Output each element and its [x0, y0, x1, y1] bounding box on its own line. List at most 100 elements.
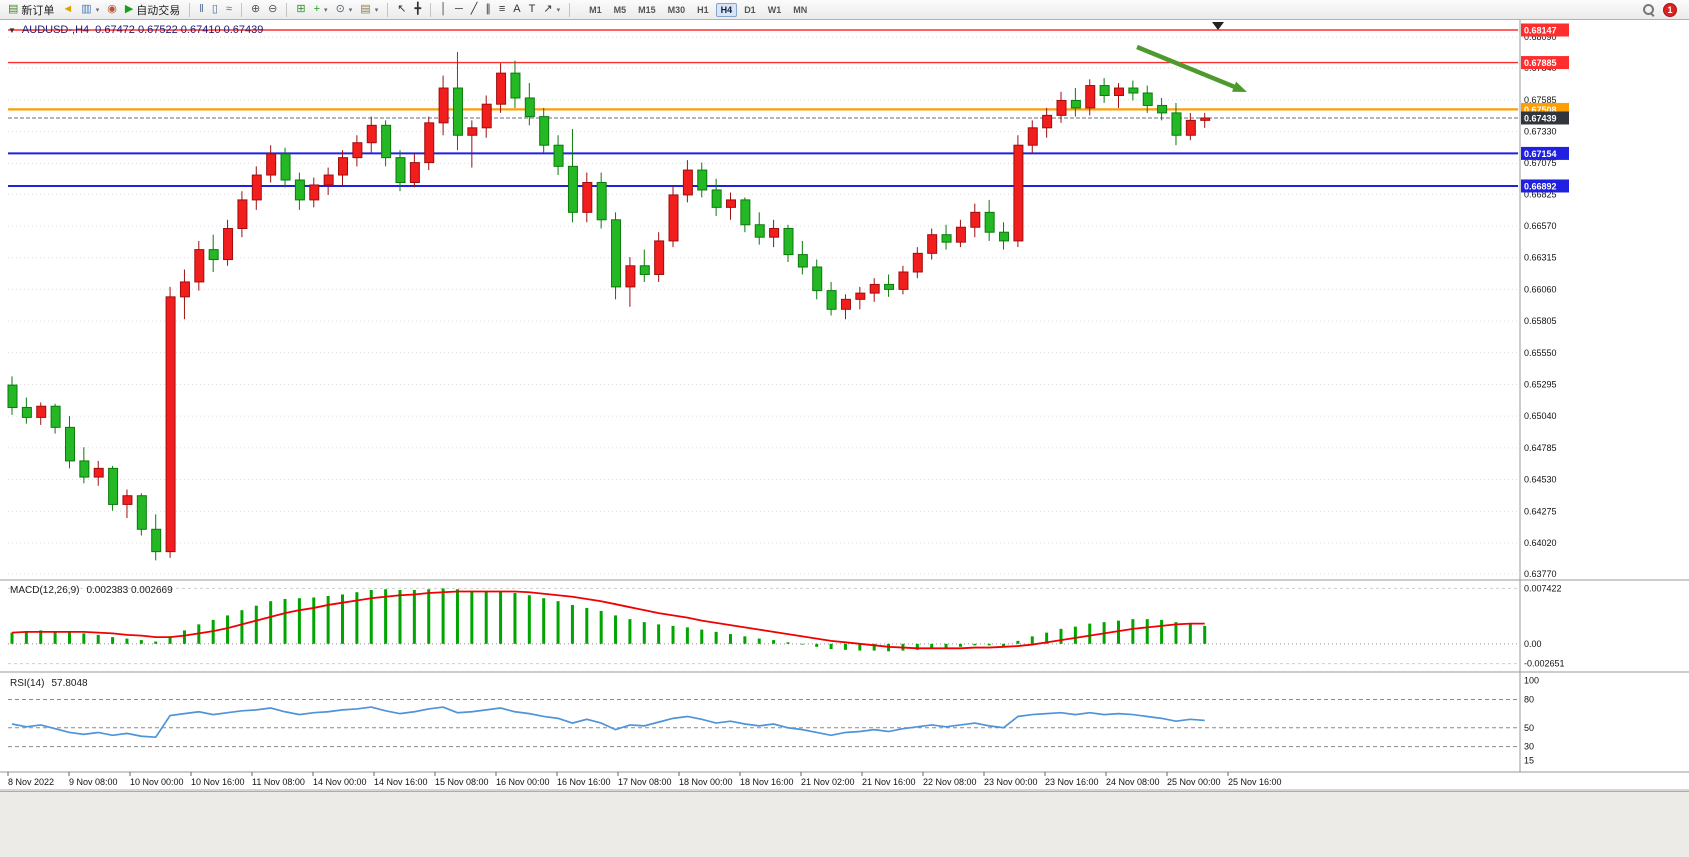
zoom-in-button[interactable]: ⊕ [247, 1, 264, 18]
candle-body [36, 405, 47, 418]
crosshair-button[interactable]: ╋ [410, 1, 425, 18]
price-tick-label: 0.66570 [1524, 221, 1557, 231]
periods-button[interactable]: ⊙ ▾ [332, 1, 357, 18]
candle-body [251, 174, 262, 201]
zoom-out-button[interactable]: ⊖ [264, 1, 281, 18]
price-tick-label: 0.68090 [1524, 32, 1557, 42]
line-chart-type-icon: ≈ [225, 3, 232, 15]
candle-body [1070, 99, 1081, 109]
search-icon[interactable] [1642, 3, 1655, 16]
new-order-button[interactable]: ▤ 新订单 [4, 1, 58, 18]
rsi-scale-label: 100 [1524, 676, 1539, 686]
refresh-button[interactable]: ◉ [103, 1, 121, 18]
date-label: 23 Nov 16:00 [1045, 777, 1099, 787]
candle-body [1042, 114, 1053, 129]
toolbar-separator [189, 2, 191, 17]
indicators-button[interactable]: + ▾ [310, 1, 332, 18]
label-button[interactable]: T [525, 1, 540, 18]
rsi-scale-label: 30 [1524, 742, 1534, 752]
timeframe-w1-button[interactable]: W1 [767, 4, 782, 15]
status-area [0, 791, 1689, 857]
candle-body [496, 72, 507, 105]
date-label: 14 Nov 00:00 [313, 777, 367, 787]
candle-body [898, 271, 909, 290]
timeframe-m15-button[interactable]: M15 [638, 4, 656, 15]
candlestick-type-button[interactable]: ▯ [208, 1, 222, 18]
autotrading-button[interactable]: ▶ 自动交易 [121, 1, 184, 18]
toolbar-separator [430, 2, 432, 17]
main-toolbar: ▤ 新订单 ◄ ▥ ▾ ◉ ▶ 自动交易 ‖ ▯ ≈ ⊕ ⊖ ⊞ + ▾ ⊙ ▾ ▤ ▾ ↖ ╋ │ ─ ╱ ∥ ≡ A T ↗ ▾ M1 M5… [0, 0, 1689, 20]
candle-body [1085, 85, 1096, 109]
timeframe-mn-button[interactable]: MN [793, 4, 808, 15]
price-tick-label: 0.65550 [1524, 348, 1557, 358]
date-label: 21 Nov 02:00 [801, 777, 855, 787]
candle-body [481, 103, 492, 129]
candle-body [510, 72, 521, 99]
line-chart-type-button[interactable]: ≈ [222, 1, 236, 18]
vertical-line-button[interactable]: │ [436, 1, 451, 18]
timeframe-m5-button[interactable]: M5 [613, 4, 627, 15]
candle-body [711, 189, 722, 208]
bar-chart-type-button[interactable]: ‖ [195, 1, 208, 18]
candle-body [1099, 85, 1110, 96]
announcement-button[interactable]: ◄ [58, 1, 77, 18]
arrows-button[interactable]: ↗ ▾ [539, 1, 564, 18]
date-label: 18 Nov 00:00 [679, 777, 733, 787]
charts-window-button[interactable]: ▥ ▾ [77, 1, 103, 18]
date-label: 25 Nov 00:00 [1167, 777, 1221, 787]
fibonacci-button[interactable]: ≡ [495, 1, 509, 18]
timeframe-h4-button[interactable]: H4 [715, 2, 738, 17]
periods-icon: ⊙ [335, 3, 345, 15]
notification-badge[interactable]: 1 [1663, 2, 1677, 17]
candle-body [869, 283, 880, 294]
rsi-scale-label: 50 [1524, 723, 1534, 733]
price-badge-label: 0.67154 [1524, 149, 1557, 159]
price-badge-label: 0.67885 [1524, 58, 1557, 68]
candle-body [1185, 119, 1196, 136]
timeframe-m30-button[interactable]: M30 [667, 4, 686, 15]
trendline-button[interactable]: ╱ [467, 1, 482, 18]
rsi-value: 57.8048 [51, 678, 88, 689]
candle-body [1056, 99, 1067, 116]
timeframe-m1-button[interactable]: M1 [589, 4, 602, 15]
candle-body [1128, 87, 1139, 94]
candle-body [941, 234, 952, 243]
candle-body [1027, 127, 1038, 146]
candle-body [654, 240, 665, 275]
candle-body [395, 157, 406, 183]
rsi-label: RSI(14) 57.8048 [10, 678, 88, 689]
collapse-icon[interactable]: ▼ [8, 25, 16, 35]
price-tick-label: 0.66315 [1524, 253, 1557, 263]
channel-button[interactable]: ∥ [481, 1, 495, 18]
horizontal-line-button[interactable]: ─ [451, 1, 467, 18]
price-tick-label: 0.66825 [1524, 189, 1557, 199]
candle-body [812, 266, 823, 292]
trendline-icon: ╱ [470, 3, 478, 15]
candle-body [1171, 112, 1182, 136]
date-label: 9 Nov 08:00 [69, 777, 118, 787]
templates-button[interactable]: ▤ ▾ [356, 1, 382, 18]
candle-body [366, 124, 377, 144]
rsi-scale-label: 15 [1524, 756, 1534, 766]
candle-body [1200, 117, 1211, 121]
text-button[interactable]: A [509, 1, 524, 18]
candle-body [7, 384, 18, 408]
symbol-period-label: AUDUSD-,H4 [21, 24, 90, 36]
ohlc-values: 0.67472 0.67522 0.67410 0.67439 [95, 24, 264, 36]
toolbar-separator [569, 2, 571, 17]
cursor-icon: ↖ [397, 3, 407, 15]
dropdown-arrow-icon: ▾ [374, 6, 379, 14]
candle-body [151, 528, 162, 553]
trend-arrow-head [1231, 81, 1247, 92]
tile-windows-button[interactable]: ⊞ [292, 1, 309, 18]
price-badge [1521, 23, 1569, 37]
trend-arrow-line[interactable] [1136, 44, 1241, 92]
timeframe-d1-button[interactable]: D1 [744, 4, 756, 15]
candlestick-type-icon: ▯ [211, 3, 218, 15]
cursor-button[interactable]: ↖ [393, 1, 410, 18]
timeframe-h1-button[interactable]: H1 [697, 4, 709, 15]
candle-body [424, 122, 435, 164]
price-badge-label: 0.67439 [1524, 113, 1557, 123]
date-label: 10 Nov 00:00 [130, 777, 184, 787]
